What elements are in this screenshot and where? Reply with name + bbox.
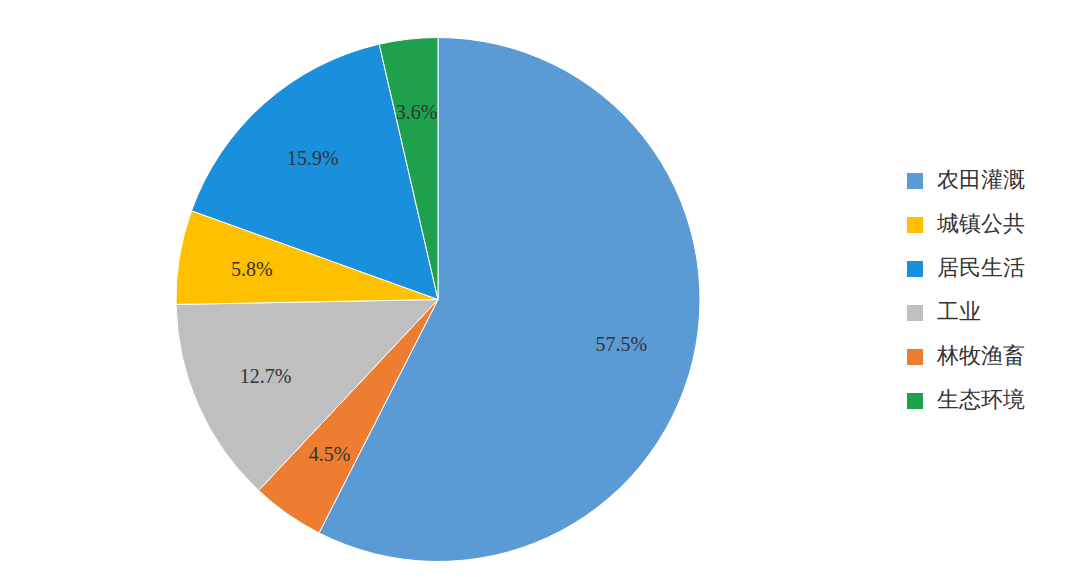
svg-text:15.9%: 15.9% [287, 147, 339, 169]
svg-text:5.8%: 5.8% [231, 258, 273, 280]
svg-text:57.5%: 57.5% [596, 333, 648, 355]
html-text:农田灌溉: 农田灌溉 [937, 166, 1025, 192]
html-text:城镇公共: 城镇公共 [937, 210, 1025, 236]
html-text:林牧渔畜: 林牧渔畜 [937, 342, 1025, 368]
svg-text:3.6%: 3.6% [396, 101, 438, 123]
svg-text:12.7%: 12.7% [240, 365, 292, 387]
html-text:居民生活: 居民生活 [937, 254, 1025, 280]
html-text:工业: 工业 [937, 298, 981, 324]
svg-text:4.5%: 4.5% [309, 443, 351, 465]
html-text:生态环境: 生态环境 [937, 386, 1025, 412]
